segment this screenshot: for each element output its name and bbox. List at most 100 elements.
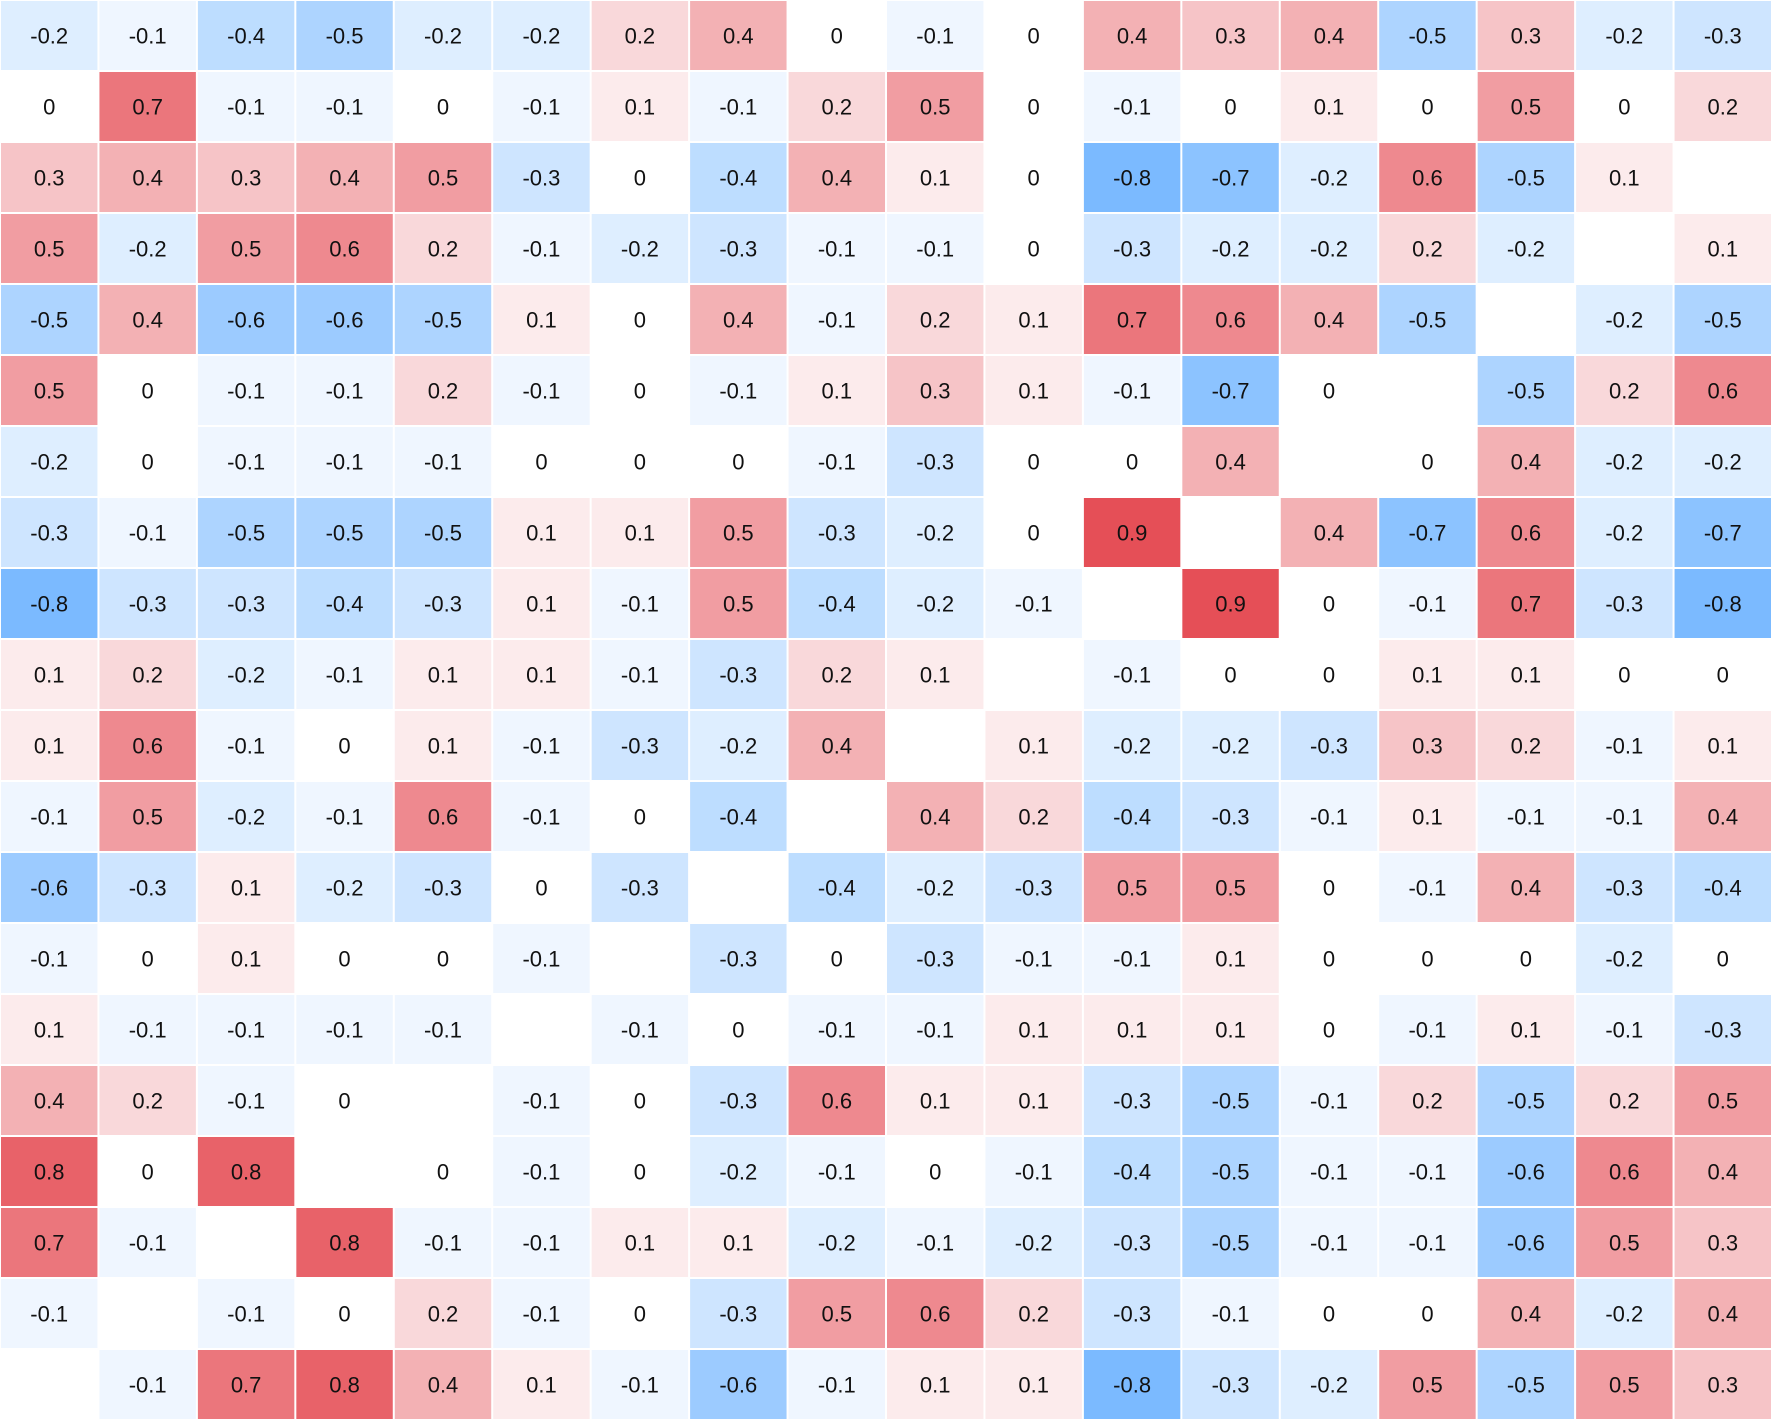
- cell-value-label: 0.1: [1018, 734, 1049, 759]
- cell-value-label: 0: [1421, 95, 1433, 120]
- heatmap-cell-empty: [1576, 214, 1673, 283]
- cell-value-label: -0.1: [1408, 876, 1446, 901]
- heatmap-cell: [1576, 1350, 1673, 1419]
- heatmap-cell: [1, 782, 98, 851]
- cell-value-label: -0.1: [227, 1302, 265, 1327]
- heatmap-cell: [1477, 640, 1575, 709]
- cell-value-label: -0.1: [916, 24, 954, 49]
- heatmap-cell: [394, 1279, 492, 1348]
- heatmap-cell: [985, 1, 1082, 70]
- heatmap-cell: [1280, 356, 1378, 425]
- heatmap-cell: [1477, 782, 1575, 851]
- cell-value-label: 0.9: [1215, 592, 1246, 617]
- heatmap-cell: [493, 640, 590, 709]
- cell-value-label: 0: [1618, 663, 1630, 688]
- heatmap-cell: [1083, 143, 1181, 212]
- heatmap-cell: [1280, 924, 1378, 993]
- heatmap-cell: [394, 427, 492, 496]
- heatmap-cell: [1379, 1350, 1476, 1419]
- heatmap-cell: [690, 1350, 787, 1419]
- cell-value-label: -0.5: [326, 521, 364, 546]
- cell-value-label: -0.1: [326, 379, 364, 404]
- cell-value-label: 0.5: [821, 1302, 852, 1327]
- heatmap-cell: [1, 924, 98, 993]
- heatmap-cell: [394, 995, 492, 1064]
- cell-value-label: 0.4: [132, 308, 163, 333]
- cell-value-label: -0.3: [621, 734, 659, 759]
- cell-value-label: 0.1: [428, 663, 459, 688]
- heatmap-cell: [197, 1066, 295, 1135]
- cell-value-label: 0.8: [329, 1231, 360, 1256]
- heatmap-cell: [493, 924, 590, 993]
- heatmap-cell: [985, 569, 1082, 638]
- heatmap-cell: [1576, 72, 1673, 141]
- cell-value-label: -0.1: [522, 1089, 560, 1114]
- heatmap-cell: [1379, 569, 1476, 638]
- heatmap-cell-empty: [985, 640, 1082, 709]
- heatmap-cell-empty: [1280, 427, 1378, 496]
- cell-value-label: 0: [43, 95, 55, 120]
- heatmap-cell: [1477, 711, 1575, 780]
- heatmap-cell: [99, 711, 196, 780]
- heatmap-cell: [1674, 1, 1771, 70]
- cell-value-label: 0.2: [1018, 1302, 1049, 1327]
- cell-value-label: -0.1: [522, 1302, 560, 1327]
- cell-value-label: -0.1: [1310, 1089, 1348, 1114]
- heatmap-cell: [1379, 285, 1476, 354]
- heatmap-cell: [394, 1350, 492, 1419]
- cell-value-label: 0.1: [1412, 663, 1443, 688]
- cell-value-label: 0: [1323, 1302, 1335, 1327]
- cell-value-label: -0.3: [818, 521, 856, 546]
- heatmap-cell: [394, 1, 492, 70]
- cell-value-label: -0.4: [719, 166, 757, 191]
- heatmap-cell: [591, 1279, 689, 1348]
- cell-value-label: 0.1: [526, 521, 557, 546]
- heatmap-cell: [887, 356, 984, 425]
- heatmap-cell: [591, 853, 689, 922]
- cell-value-label: 0.9: [1117, 521, 1148, 546]
- cell-value-label: 0.1: [625, 1231, 656, 1256]
- cell-value-label: -0.2: [621, 237, 659, 262]
- cell-value-label: -0.1: [1605, 734, 1643, 759]
- cell-value-label: -0.1: [522, 379, 560, 404]
- cell-value-label: 0.1: [1018, 1018, 1049, 1043]
- cell-value-label: -0.5: [1507, 1373, 1545, 1398]
- cell-value-label: -0.1: [1408, 592, 1446, 617]
- cell-value-label: 0.5: [920, 95, 951, 120]
- heatmap-cell-empty: [1083, 569, 1181, 638]
- cell-value-label: -0.3: [1605, 876, 1643, 901]
- cell-value-label: 0.4: [723, 308, 754, 333]
- cell-value-label: -0.1: [227, 1089, 265, 1114]
- cell-value-label: -0.7: [1408, 521, 1446, 546]
- cell-value-label: 0.4: [428, 1373, 459, 1398]
- cell-value-label: 0.4: [821, 734, 852, 759]
- heatmap-cell: [1083, 782, 1181, 851]
- heatmap-cell: [591, 995, 689, 1064]
- cell-value-label: 0: [1520, 947, 1532, 972]
- cell-value-label: 0: [831, 24, 843, 49]
- cell-value-label: 0.1: [34, 663, 65, 688]
- heatmap-cell: [99, 143, 196, 212]
- heatmap-cell: [1083, 72, 1181, 141]
- cell-value-label: -0.1: [227, 450, 265, 475]
- cell-value-label: -0.7: [1212, 379, 1250, 404]
- heatmap-cell: [591, 356, 689, 425]
- heatmap-cell: [788, 72, 885, 141]
- cell-value-label: 0.2: [920, 308, 951, 333]
- heatmap-cell: [1576, 285, 1673, 354]
- cell-value-label: -0.1: [1113, 663, 1151, 688]
- heatmap-cell: [394, 853, 492, 922]
- heatmap-cell: [296, 72, 393, 141]
- cell-value-label: -0.5: [1408, 24, 1446, 49]
- cell-value-label: -0.1: [227, 379, 265, 404]
- cell-value-label: -0.1: [1113, 95, 1151, 120]
- cell-value-label: -0.2: [424, 24, 462, 49]
- cell-value-label: 0.8: [231, 1160, 262, 1185]
- cell-value-label: -0.6: [227, 308, 265, 333]
- cell-value-label: -0.2: [227, 805, 265, 830]
- cell-value-label: 0.1: [34, 734, 65, 759]
- cell-value-label: -0.2: [1605, 521, 1643, 546]
- heatmap-cell: [1280, 1137, 1378, 1206]
- heatmap-cell: [1379, 995, 1476, 1064]
- cell-value-label: 0.2: [428, 1302, 459, 1327]
